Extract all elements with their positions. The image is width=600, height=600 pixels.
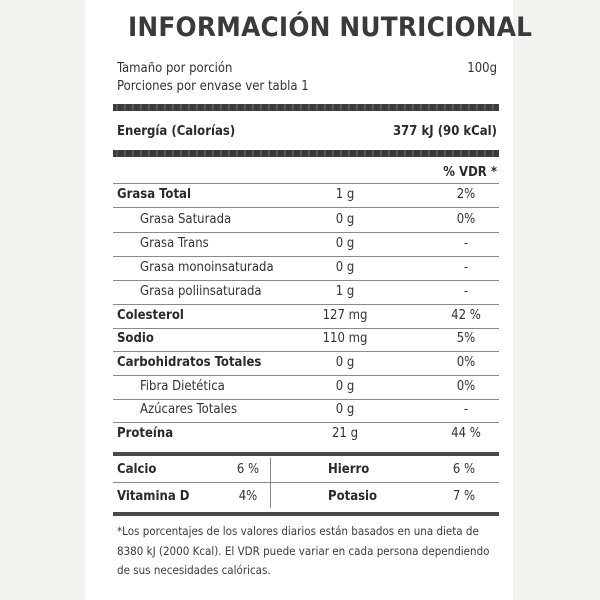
row-divider [113, 207, 499, 208]
row-divider [113, 351, 499, 352]
energy-label: Energía (Calorías) [117, 124, 236, 139]
row-divider [113, 232, 499, 233]
nutrient-amount: 127 mg [322, 308, 368, 323]
nutrient-label: Carbohidratos Totales [117, 355, 262, 370]
hierro-value: 6 % [452, 462, 476, 477]
nutrient-vdr: 0% [456, 355, 476, 370]
nutrient-vdr: - [463, 260, 469, 275]
nutrient-amount: 0 g [335, 355, 355, 370]
row-divider [113, 375, 499, 376]
thick-divider [113, 150, 499, 157]
energy-value: 377 kJ (90 kCal) [393, 124, 497, 139]
thick-divider [113, 452, 499, 456]
nutrient-vdr: 0% [456, 379, 476, 394]
calcio-value: 6 % [236, 462, 260, 477]
vdr-header: % VDR * [443, 165, 497, 180]
nutrient-vdr: 0% [456, 212, 476, 227]
row-divider [113, 422, 499, 423]
nutrient-label: Grasa Trans [140, 236, 209, 251]
nutrient-amount: 110 mg [322, 331, 368, 346]
row-divider [113, 256, 499, 257]
nutrient-label: Fibra Dietética [140, 379, 225, 394]
thick-divider [113, 512, 499, 516]
nutrient-amount: 0 g [335, 402, 355, 417]
nutrient-amount: 0 g [335, 260, 355, 275]
nutrient-label: Proteína [117, 426, 174, 441]
nutrient-amount: 1 g [335, 284, 355, 299]
portions-label: Porciones por envase ver tabla 1 [117, 79, 309, 94]
nutrient-label: Grasa Saturada [140, 212, 232, 227]
thick-divider [113, 104, 499, 111]
row-divider [113, 399, 499, 400]
nutrient-amount: 0 g [335, 236, 355, 251]
nutrient-amount: 1 g [335, 187, 355, 202]
nutrient-vdr: 42 % [451, 308, 481, 323]
nutrient-label: Grasa Total [117, 187, 191, 202]
row-divider [113, 328, 499, 329]
row-divider [113, 183, 499, 184]
footnote: *Los porcentajes de los valores diarios … [117, 524, 490, 577]
row-divider [113, 482, 499, 483]
nutrient-amount: 0 g [335, 212, 355, 227]
potasio-label: Potasio [328, 489, 378, 504]
nutrient-label: Colesterol [117, 308, 184, 323]
nutrient-label: Grasa monoinsaturada [140, 260, 274, 275]
nutrient-vdr: - [463, 402, 469, 417]
nutrient-vdr: - [463, 236, 469, 251]
serving-size-value: 100g [467, 61, 497, 76]
calcio-label: Calcio [117, 462, 157, 477]
label-title: INFORMACIÓN NUTRICIONAL [128, 12, 533, 43]
label-panel [85, 0, 513, 600]
nutrient-amount: 0 g [335, 379, 355, 394]
serving-size-label: Tamaño por porción [117, 61, 233, 76]
vitamina-d-value: 4% [238, 489, 258, 504]
potasio-value: 7 % [452, 489, 476, 504]
column-divider [270, 458, 271, 508]
nutrient-vdr: - [463, 284, 469, 299]
row-divider [113, 304, 499, 305]
row-divider [113, 280, 499, 281]
nutrient-label: Sodio [117, 331, 154, 346]
nutrient-amount: 21 g [331, 426, 359, 441]
nutrient-vdr: 2% [456, 187, 476, 202]
hierro-label: Hierro [328, 462, 370, 477]
vitamina-d-label: Vitamina D [117, 489, 190, 504]
nutrient-label: Grasa poliinsaturada [140, 284, 262, 299]
nutrient-vdr: 44 % [451, 426, 481, 441]
nutrient-label: Azúcares Totales [140, 402, 238, 417]
nutrient-vdr: 5% [456, 331, 476, 346]
